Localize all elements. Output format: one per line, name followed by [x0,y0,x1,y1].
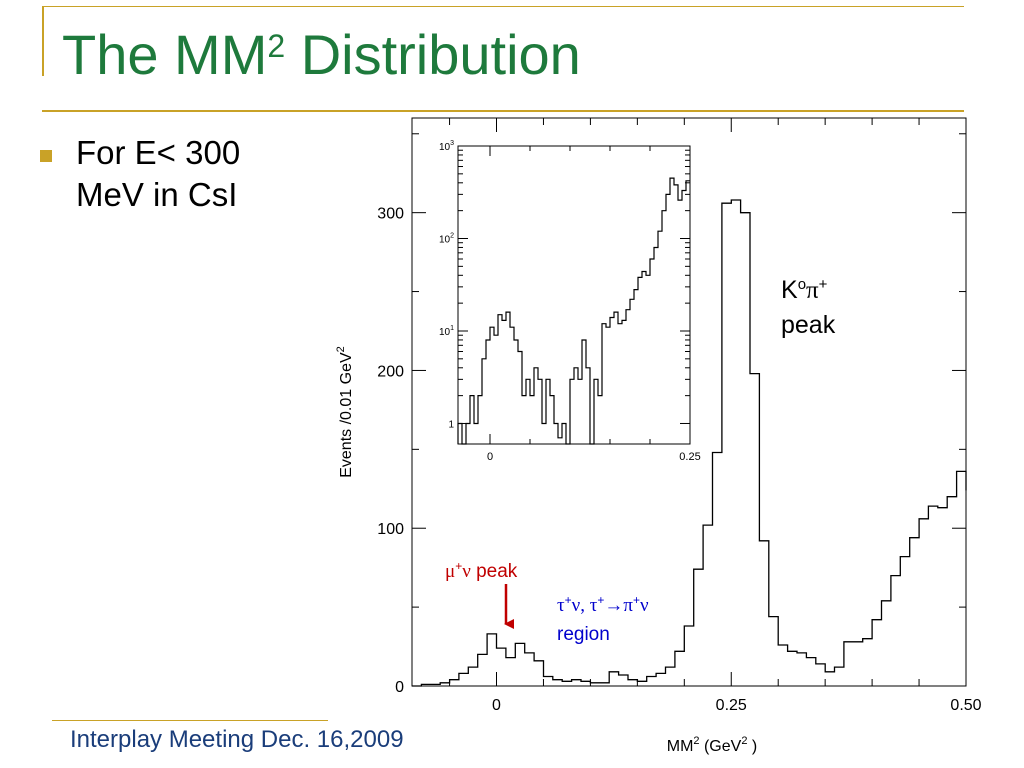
bullet-item: For E< 300 MeV in CsI [76,132,240,216]
slide-title: The MM2 Distribution [62,23,581,86]
inset-axis-ticks [458,145,691,444]
bullet-line-1: For E< 300 [76,134,241,171]
inset-plot-frame [457,145,691,445]
title-underline [42,110,964,112]
inset-x-tick-label: 0.25 [679,451,700,463]
main-tick-labels: 0 0.25 0.50 0 100 200 300 [377,206,981,714]
x-axis-label: MM2 (GeV2 ) [667,735,757,755]
y-tick-label: 300 [377,206,404,223]
bullet-square [40,150,52,162]
inset-y-tick-label: 103 [439,140,454,153]
x-tick-label: 0 [492,697,501,714]
title-frame-top [42,6,964,7]
tau-nu-region-annotation-line2: region [557,624,610,645]
title-frame-vertical [42,6,44,76]
inset-y-tick-label: 101 [439,325,454,338]
x-tick-label: 0.50 [950,697,981,714]
k0-pi-peak-annotation: Koπ+ [781,276,828,304]
footer-line [52,720,328,721]
k0-pi-peak-annotation-line2: peak [781,311,836,339]
inset-histogram-line [457,177,690,445]
inset-x-tick-label: 0 [487,451,493,463]
inset-y-tick-label: 102 [439,232,454,245]
inset-tick-labels: 0 0.25 1 101 102 103 [439,140,701,463]
bullet-line-2: MeV in CsI [76,176,238,213]
main-axis-ticks [412,118,967,687]
main-histogram-line [412,199,967,687]
main-plot-frame [411,117,967,687]
y-tick-label: 100 [377,521,404,538]
y-tick-label: 0 [395,679,404,696]
y-axis-label: Events /0.01 GeV2 [335,346,355,478]
tau-nu-region-annotation: τ+ν, τ+→π+ν [557,593,649,616]
y-tick-label: 200 [377,363,404,380]
mu-nu-peak-annotation: μ+ν peak [445,559,518,582]
x-tick-label: 0.25 [716,697,747,714]
inset-y-tick-label: 1 [448,419,454,430]
footer-text: Interplay Meeting Dec. 16,2009 [70,726,404,753]
